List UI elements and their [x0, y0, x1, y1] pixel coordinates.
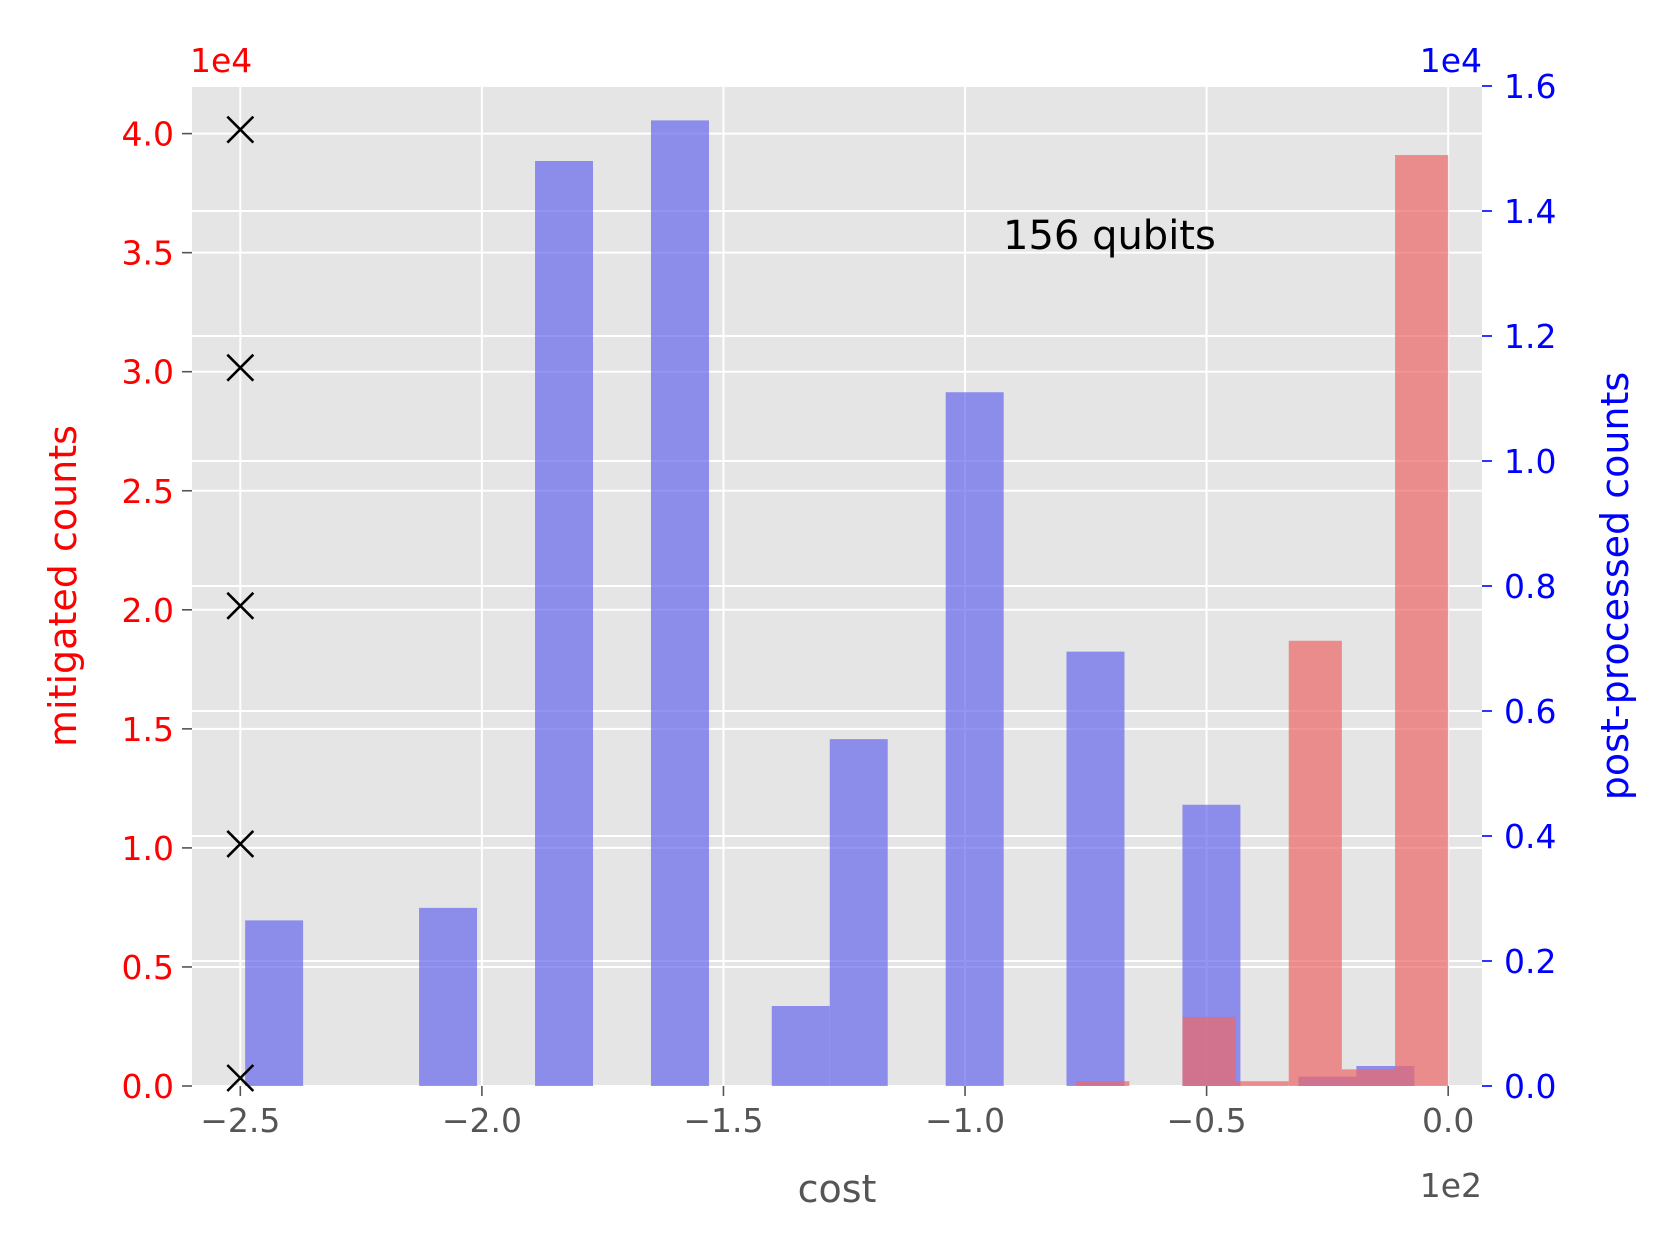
right-y-tick-label: 1.4: [1504, 192, 1556, 231]
x-marker-stroke: [226, 591, 255, 620]
post-processed-count-bar: [535, 161, 594, 1086]
bars: [245, 120, 1449, 1087]
post-processed-count-bar: [829, 739, 888, 1086]
annotation-label: 156 qubits: [1003, 213, 1216, 259]
post-processed-count-bar: [419, 907, 478, 1086]
left-y-tick-label: 0.0: [122, 1067, 174, 1106]
left-y-tick-label: 1.5: [122, 710, 174, 749]
x-marker-stroke: [226, 1064, 255, 1092]
mitigated-count-bar: [1182, 1016, 1236, 1086]
left-y-tick-label: 1.0: [122, 829, 174, 868]
mitigated-count-bar: [1341, 1069, 1396, 1086]
left-y-tick-label: 0.5: [122, 948, 174, 987]
x-tick-label: −2.0: [442, 1101, 522, 1140]
x-axis-title: cost: [798, 1167, 877, 1211]
left-y-tick-label: 3.5: [122, 234, 174, 273]
x-marker: [226, 1064, 255, 1092]
left-y-tick-label: 3.0: [122, 353, 174, 392]
left-axis-multiplier: 1e4: [190, 41, 252, 80]
x-marker: [226, 829, 255, 858]
post-processed-count-bar: [771, 1006, 830, 1086]
post-processed-count-bar: [1066, 651, 1125, 1086]
x-marker-stroke: [226, 829, 255, 858]
x-marker: [226, 591, 255, 620]
axes: −2.5 −2.0 −1.5 −1.0 −0.5 0.0 0.0 0.5 1.0 1.5 2.0 2.…: [122, 67, 1557, 1140]
right-y-tick-label: 0.4: [1504, 817, 1556, 856]
x-marker: [226, 353, 255, 382]
right-y-tick-label: 0.8: [1504, 567, 1556, 606]
right-y-tick-label: 1.0: [1504, 442, 1556, 481]
right-axis-multiplier: 1e4: [1420, 41, 1482, 80]
x-marker-stroke: [226, 353, 255, 382]
left-y-tick-label: 2.0: [122, 591, 174, 630]
left-axis-title: mitigated counts: [41, 425, 85, 747]
mitigated-count-bar: [1395, 155, 1449, 1087]
right-y-tick-label: 0.0: [1504, 1067, 1556, 1106]
left-y-tick-label: 2.5: [122, 472, 174, 511]
right-axis-title: post-processed counts: [1593, 372, 1637, 800]
post-processed-count-bar: [945, 392, 1004, 1086]
right-y-tick-label: 0.2: [1504, 942, 1556, 981]
x-tick-label: −2.5: [200, 1101, 280, 1140]
mitigated-count-bar: [1288, 640, 1342, 1086]
x-marker-stroke: [226, 115, 255, 144]
right-y-tick-label: 1.2: [1504, 317, 1556, 356]
left-y-tick-label: 4.0: [122, 115, 174, 154]
mitigated-count-bar: [1235, 1081, 1289, 1086]
x-marker: [226, 115, 255, 144]
post-processed-count-bar: [650, 120, 709, 1086]
x-markers: [226, 115, 255, 1092]
x-tick-label: −0.5: [1167, 1101, 1247, 1140]
post-processed-count-bar: [245, 920, 304, 1086]
mitigated-count-bar: [1076, 1081, 1130, 1086]
x-tick-label: −1.0: [925, 1101, 1005, 1140]
right-y-tick-label: 1.6: [1504, 67, 1556, 106]
grid-lines: [192, 85, 1482, 1087]
x-tick-label: 0.0: [1422, 1101, 1474, 1140]
x-tick-label: −1.5: [683, 1101, 763, 1140]
x-axis-multiplier: 1e2: [1420, 1166, 1482, 1205]
right-y-tick-label: 0.6: [1504, 692, 1556, 731]
